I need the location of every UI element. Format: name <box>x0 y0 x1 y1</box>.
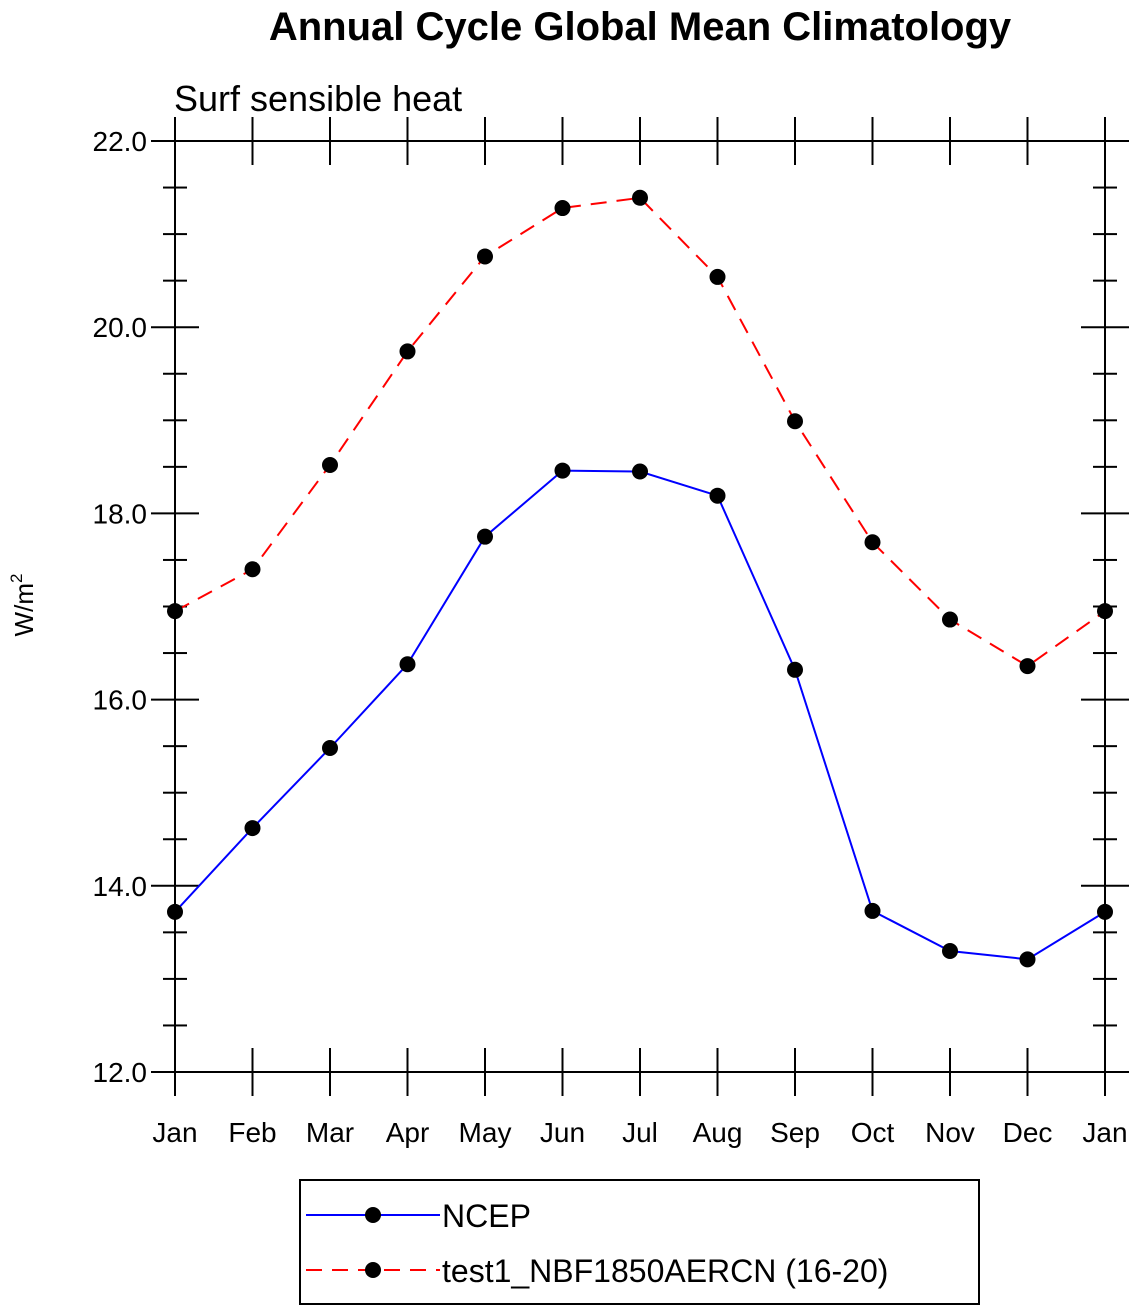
series-line <box>174 196 1106 668</box>
x-tick-label: Jul <box>622 1117 658 1148</box>
data-point <box>167 603 183 620</box>
y-tick-label: 16.0 <box>93 685 148 716</box>
legend-box <box>299 1179 980 1305</box>
data-point <box>244 561 261 578</box>
data-point <box>554 200 571 217</box>
data-point <box>632 189 648 206</box>
legend-label: NCEP <box>442 1198 531 1234</box>
data-point <box>709 268 726 285</box>
x-axis-ticks: Jan Feb Mar Apr May Jun Jul Aug Sep Oct Nov Dec Jan <box>152 117 1128 1148</box>
data-point <box>244 820 261 837</box>
y-tick-label: 18.0 <box>93 498 148 529</box>
data-point <box>942 611 958 628</box>
data-point <box>477 528 493 545</box>
data-point <box>167 903 183 920</box>
x-tick-label: Nov <box>925 1117 975 1148</box>
legend: NCEP test1_NBF1850AERCN (16-20) <box>299 1179 980 1305</box>
data-point <box>787 413 803 430</box>
y-axis-label-unit: W/m <box>9 583 39 636</box>
series-2 <box>167 189 1113 675</box>
series-layer <box>167 189 1113 968</box>
data-point <box>554 462 571 479</box>
x-tick-label: May <box>459 1117 512 1148</box>
y-tick-label: 20.0 <box>93 312 148 343</box>
data-point <box>399 656 416 673</box>
chart-title: Annual Cycle Global Mean Climatology <box>269 5 1012 49</box>
data-point <box>477 248 493 265</box>
y-axis-label-superscript: 2 <box>7 574 26 583</box>
data-point <box>1019 951 1036 968</box>
data-point <box>399 343 416 360</box>
y-tick-label: 22.0 <box>93 126 148 157</box>
x-tick-label: Dec <box>1003 1117 1053 1148</box>
legend-entry: NCEP <box>306 1198 531 1234</box>
legend-entry: test1_NBF1850AERCN (16-20) <box>306 1253 888 1289</box>
data-point <box>864 902 881 919</box>
data-point <box>322 740 338 757</box>
legend-label: test1_NBF1850AERCN (16-20) <box>442 1253 888 1289</box>
data-point <box>1097 603 1113 620</box>
data-point <box>1019 658 1036 675</box>
x-tick-label: Jun <box>540 1117 585 1148</box>
y-tick-label: 12.0 <box>93 1057 148 1088</box>
series-line <box>174 469 1106 961</box>
data-point <box>1097 903 1113 920</box>
plot-border <box>174 140 1106 1073</box>
legend-marker <box>365 1207 381 1223</box>
legend-marker <box>365 1262 381 1278</box>
data-point <box>632 463 648 480</box>
chart-subtitle: Surf sensible heat <box>174 78 462 119</box>
y-axis-label: W/m2 <box>7 574 39 637</box>
data-point <box>942 942 958 959</box>
x-tick-label: Jan <box>152 1117 197 1148</box>
plot-frame <box>174 140 1106 1073</box>
x-tick-label: Feb <box>228 1117 276 1148</box>
data-point <box>787 661 803 678</box>
x-tick-label: Oct <box>851 1117 895 1148</box>
x-tick-label: Sep <box>770 1117 820 1148</box>
data-point <box>864 534 881 551</box>
data-point <box>709 487 726 504</box>
series-1 <box>167 462 1113 968</box>
x-tick-label: Apr <box>386 1117 430 1148</box>
x-tick-label: Jan <box>1082 1117 1127 1148</box>
y-axis-ticks: 12.0 14.0 16.0 18.0 20.0 22.0 <box>93 126 1129 1088</box>
x-tick-label: Mar <box>306 1117 354 1148</box>
data-point <box>322 456 338 473</box>
x-tick-label: Aug <box>693 1117 743 1148</box>
y-tick-label: 14.0 <box>93 871 148 902</box>
